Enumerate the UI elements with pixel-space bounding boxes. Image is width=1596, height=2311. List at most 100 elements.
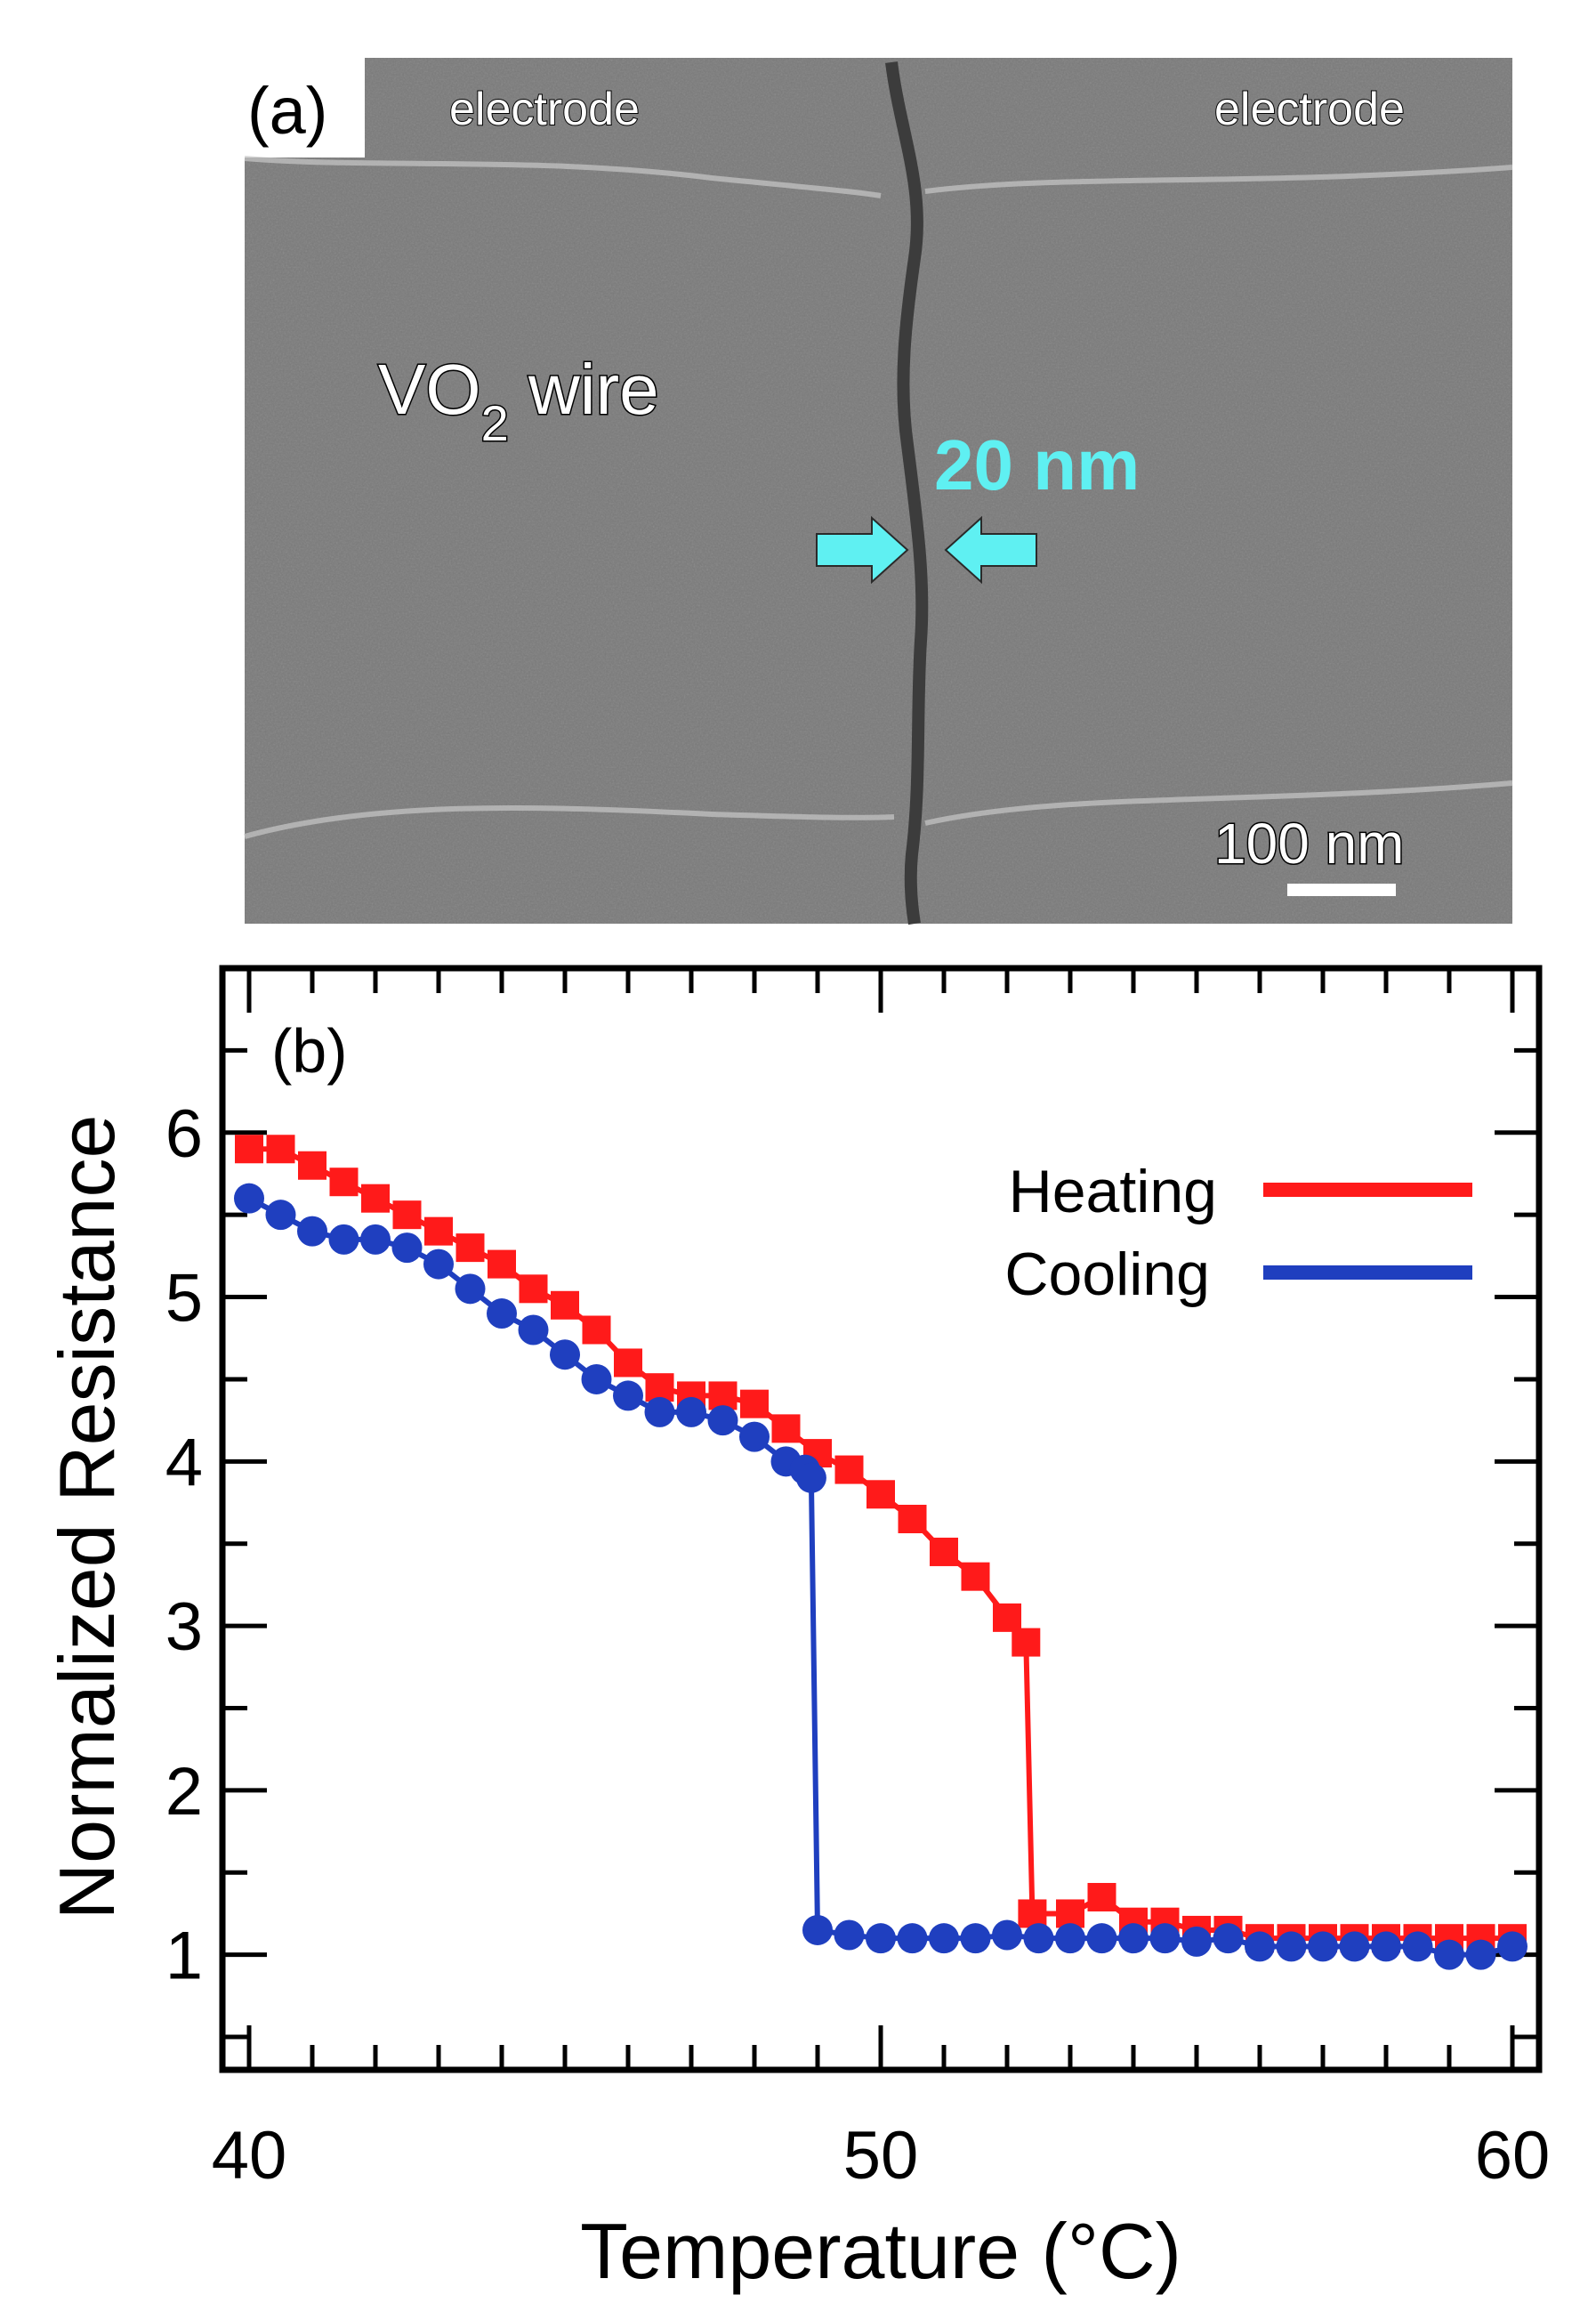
sem-image bbox=[244, 58, 1513, 925]
heating-point bbox=[898, 1505, 927, 1533]
heating-point bbox=[708, 1381, 738, 1410]
heating-point bbox=[1056, 1899, 1084, 1928]
heating-point bbox=[1213, 1915, 1243, 1944]
cooling-point bbox=[328, 1224, 359, 1255]
scale-bar-label: 100 nm bbox=[1214, 812, 1404, 876]
cooling-point bbox=[487, 1298, 517, 1329]
cooling-line bbox=[247, 1196, 1513, 1958]
heating-point bbox=[771, 1414, 801, 1443]
x-tick-label: 50 bbox=[843, 2118, 919, 2194]
heating-point bbox=[424, 1216, 453, 1246]
electrode-left-label: electrode bbox=[449, 84, 640, 135]
cooling-point bbox=[1308, 1931, 1338, 1962]
heating-point bbox=[582, 1315, 611, 1345]
heating-point bbox=[1018, 1899, 1047, 1928]
heating-point bbox=[1245, 1924, 1274, 1953]
cooling-point bbox=[1181, 1926, 1212, 1957]
legend: Heating Cooling bbox=[1004, 1158, 1472, 1308]
nanogap bbox=[885, 61, 929, 925]
heating-point bbox=[519, 1274, 548, 1304]
heating-point bbox=[1498, 1924, 1527, 1953]
cooling-point bbox=[1149, 1923, 1181, 1954]
cooling-point bbox=[455, 1273, 486, 1305]
heating-line bbox=[249, 1146, 1512, 1942]
electrode-right-label: electrode bbox=[1214, 84, 1405, 135]
right-arrow-icon bbox=[944, 515, 1037, 585]
cooling-point bbox=[581, 1363, 612, 1394]
cooling-point bbox=[518, 1314, 549, 1345]
y-axis-title: Normalized Resistance bbox=[43, 1115, 131, 1920]
cooling-point bbox=[1213, 1923, 1244, 1954]
gap-width-label: 20 nm bbox=[934, 425, 1140, 505]
heating-point bbox=[1012, 1628, 1041, 1657]
heating-point bbox=[677, 1381, 705, 1410]
cooling-point bbox=[1055, 1923, 1085, 1954]
cooling-point bbox=[1497, 1931, 1527, 1962]
heating-point bbox=[1403, 1924, 1432, 1953]
heating-point bbox=[298, 1151, 326, 1180]
cooling-point bbox=[1434, 1939, 1464, 1970]
cooling-point bbox=[1465, 1939, 1496, 1970]
heating-point bbox=[1119, 1907, 1148, 1936]
cooling-point bbox=[1086, 1923, 1117, 1954]
cooling-point bbox=[360, 1224, 391, 1255]
heating-point bbox=[1182, 1915, 1211, 1944]
cooling-point bbox=[960, 1923, 991, 1954]
cooling-point bbox=[789, 1454, 820, 1485]
y-tick-label: 4 bbox=[165, 1425, 203, 1500]
cooling-point bbox=[802, 1914, 833, 1945]
left-arrow-icon bbox=[816, 515, 909, 585]
heating-point bbox=[235, 1135, 263, 1164]
y-tick-label: 1 bbox=[165, 1919, 203, 1994]
heating-point bbox=[614, 1348, 642, 1378]
cooling-point bbox=[391, 1232, 423, 1264]
heating-point bbox=[455, 1233, 485, 1263]
x-tick-label: 40 bbox=[212, 2118, 287, 2194]
heating-point bbox=[1435, 1924, 1463, 1953]
heating-point bbox=[1372, 1924, 1400, 1953]
heating-point bbox=[1340, 1924, 1369, 1953]
tick-labels: 40 50 60 1 2 3 4 5 6 bbox=[165, 1096, 1551, 2194]
legend-cooling-label: Cooling bbox=[1004, 1240, 1210, 1308]
heating-point bbox=[803, 1439, 832, 1468]
cooling-point bbox=[297, 1216, 327, 1247]
plot-frame bbox=[219, 965, 1543, 2073]
heating-point bbox=[488, 1249, 516, 1279]
cooling-point bbox=[1371, 1931, 1401, 1962]
cooling-point bbox=[739, 1421, 770, 1452]
heating-point bbox=[551, 1290, 579, 1320]
y-tick-label: 2 bbox=[165, 1754, 203, 1830]
heating-point bbox=[1087, 1882, 1116, 1911]
cooling-point bbox=[1245, 1931, 1275, 1962]
heating-point bbox=[867, 1480, 895, 1509]
heating-point bbox=[392, 1200, 422, 1230]
panel-a-label: (a) bbox=[247, 74, 327, 148]
heating-point bbox=[1309, 1924, 1337, 1953]
cooling-point bbox=[265, 1200, 296, 1231]
heating-point bbox=[1150, 1907, 1180, 1936]
heating-point bbox=[834, 1455, 864, 1484]
cooling-point bbox=[834, 1919, 865, 1951]
heating-point bbox=[1277, 1924, 1306, 1953]
axis-ticks bbox=[222, 968, 1539, 2070]
cooling-point bbox=[1023, 1923, 1054, 1954]
sem-micrograph-panel: (a) electrode electrode VO2 wire 20 nm 1… bbox=[244, 58, 1513, 925]
heating-point bbox=[993, 1603, 1021, 1632]
cooling-point bbox=[897, 1923, 928, 1954]
heating-point bbox=[266, 1135, 295, 1164]
y-tick-label: 5 bbox=[165, 1261, 203, 1337]
heating-point bbox=[1466, 1924, 1495, 1953]
cooling-point bbox=[866, 1923, 896, 1954]
cooling-point bbox=[795, 1462, 826, 1493]
heating-point bbox=[961, 1562, 990, 1591]
cooling-point bbox=[1402, 1931, 1433, 1962]
x-tick-label: 60 bbox=[1475, 2118, 1551, 2194]
heating-point bbox=[740, 1389, 769, 1418]
cooling-point bbox=[234, 1183, 264, 1214]
legend-heating-label: Heating bbox=[1009, 1158, 1217, 1225]
data-series bbox=[234, 1135, 1527, 1970]
cooling-point bbox=[644, 1396, 675, 1427]
panel-b-label: (b) bbox=[271, 1016, 348, 1086]
y-tick-label: 6 bbox=[165, 1096, 203, 1172]
cooling-point bbox=[550, 1339, 580, 1370]
